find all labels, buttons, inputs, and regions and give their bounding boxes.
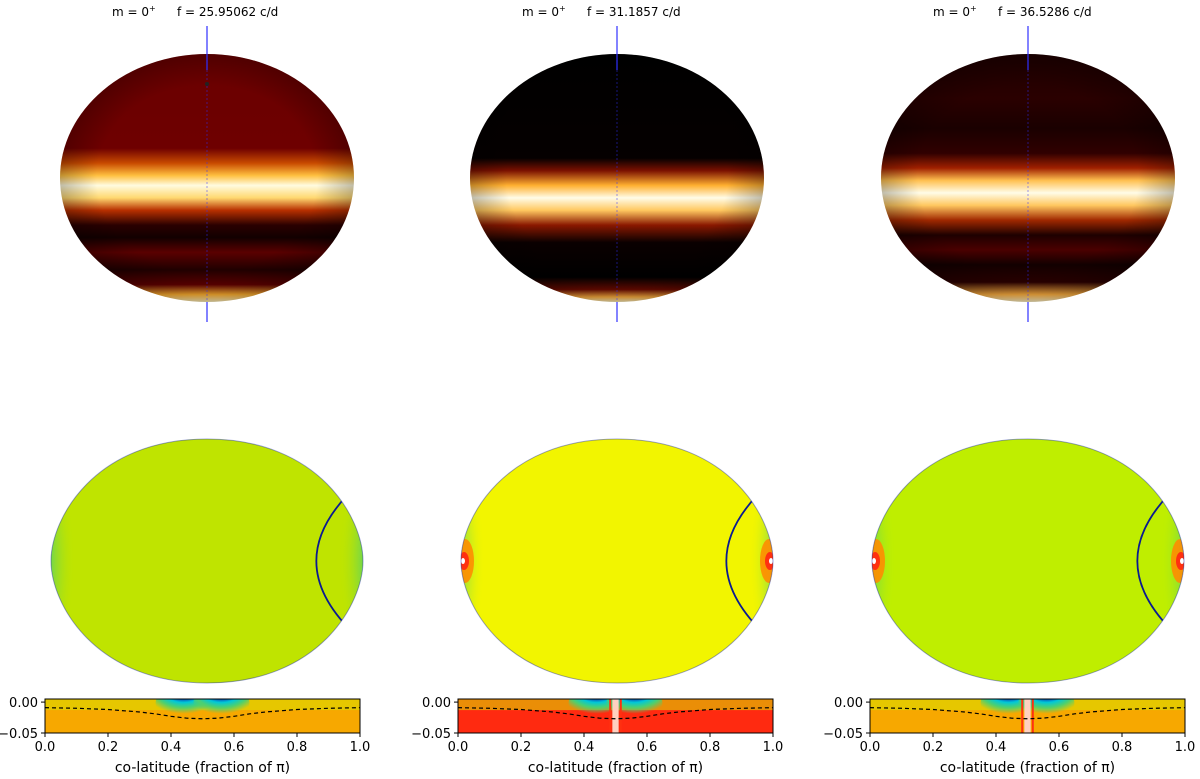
- boundary-curve: [315, 489, 353, 633]
- x-tick-label: 0.8: [287, 740, 308, 755]
- edge-gradient-right: [1124, 439, 1184, 683]
- meridional-map: [872, 439, 1184, 683]
- strip-frame: [44, 698, 361, 734]
- equatorial-node-left: [461, 558, 465, 564]
- x-tick-label: 0.4: [574, 740, 595, 755]
- equator-feature: [612, 699, 619, 733]
- x-tick-label: 1.0: [1175, 740, 1196, 755]
- edge-gradient-left: [51, 439, 111, 683]
- y-tick-label: 0.00: [834, 696, 863, 711]
- dashed-profile: [869, 707, 1186, 720]
- strip-plot: 0.00 −0.050.0 0.2 0.4 0.6 0.8 1.0 co-latitude (…: [411, 696, 784, 776]
- panel-2: m = 0+ f = 31.1857 c/d0.00−0.050.0 0.2 0.4 0…: [411, 4, 784, 776]
- x-tick-label: 0.2: [98, 740, 119, 755]
- panel-3: m = 0+ f = 36.5286 c/d0.00−0.050.0 0.2 0.4 0…: [823, 4, 1196, 776]
- frequency-label: f = 25.95062 c/d: [177, 5, 278, 19]
- panel-1: m = 0+ f = 25.95062 c/d 0.00 −0.050.0 0.2 0.4…: [0, 4, 371, 776]
- meridional-outline: [460, 438, 774, 684]
- equator-edge-left: [1021, 699, 1024, 733]
- x-axis-label: co-latitude (fraction of π): [940, 760, 1115, 776]
- mode-label: m = 0+: [112, 4, 156, 19]
- x-tick-label: 0.8: [1112, 740, 1133, 755]
- x-tick-label: 0.4: [986, 740, 1007, 755]
- y-tick-label: −0.05: [0, 727, 38, 742]
- strip-map: [458, 699, 773, 733]
- mode-label: m = 0+: [522, 4, 566, 19]
- equator-edge-left: [609, 699, 612, 733]
- dashed-profile: [457, 707, 774, 720]
- frequency-label: f = 36.5286 c/d: [998, 5, 1092, 19]
- x-axis-label: co-latitude (fraction of π): [528, 760, 703, 776]
- frequency-label: f = 31.1857 c/d: [587, 5, 681, 19]
- strip-map: [870, 699, 1185, 733]
- x-tick-label: 0.0: [448, 740, 469, 755]
- y-tick-label: −0.05: [411, 727, 451, 742]
- meridional-outline: [50, 438, 364, 684]
- x-tick-label: 0.4: [161, 740, 182, 755]
- edge-gradient-left: [461, 439, 521, 683]
- boundary-curve: [725, 489, 763, 633]
- pole-marker: [205, 82, 209, 86]
- strip-plot: 0.00 −0.050.0 0.2 0.4 0.6 0.8 1.0 co-latitude (…: [823, 696, 1196, 776]
- y-tick-label: 0.00: [9, 696, 38, 711]
- x-tick-label: 0.6: [224, 740, 245, 755]
- y-tick-label: −0.05: [823, 727, 863, 742]
- x-tick-label: 0.2: [923, 740, 944, 755]
- x-tick-label: 1.0: [350, 740, 371, 755]
- strip-frame: [457, 698, 774, 734]
- x-tick-label: 0.0: [860, 740, 881, 755]
- x-tick-label: 0.8: [700, 740, 721, 755]
- edge-gradient-right: [713, 439, 773, 683]
- equator-feature: [1024, 699, 1031, 733]
- equatorial-node-right: [769, 558, 773, 564]
- strip-map: [45, 699, 360, 733]
- strip-plot: 0.00 −0.050.0 0.2 0.4 0.6 0.8 1.0 co-latitude (…: [0, 696, 371, 776]
- equatorial-node-right: [1180, 558, 1184, 564]
- equatorial-node-left: [872, 558, 876, 564]
- y-tick-label: 0.00: [422, 696, 451, 711]
- edge-gradient-left: [872, 439, 932, 683]
- meridional-outline: [871, 438, 1185, 684]
- x-tick-label: 0.2: [511, 740, 532, 755]
- x-tick-label: 0.6: [637, 740, 658, 755]
- edge-gradient-right: [303, 439, 363, 683]
- meridional-map: [461, 439, 773, 683]
- x-tick-label: 0.6: [1049, 740, 1070, 755]
- meridional-map: [51, 439, 363, 683]
- equator-edge-right: [619, 699, 622, 733]
- equator-edge-right: [1031, 699, 1034, 733]
- strip-frame: [869, 698, 1186, 734]
- mode-label: m = 0+: [933, 4, 977, 19]
- boundary-curve: [1136, 489, 1174, 633]
- x-tick-label: 0.0: [35, 740, 56, 755]
- dashed-profile: [44, 707, 361, 720]
- x-axis-label: co-latitude (fraction of π): [115, 760, 290, 776]
- x-tick-label: 1.0: [763, 740, 784, 755]
